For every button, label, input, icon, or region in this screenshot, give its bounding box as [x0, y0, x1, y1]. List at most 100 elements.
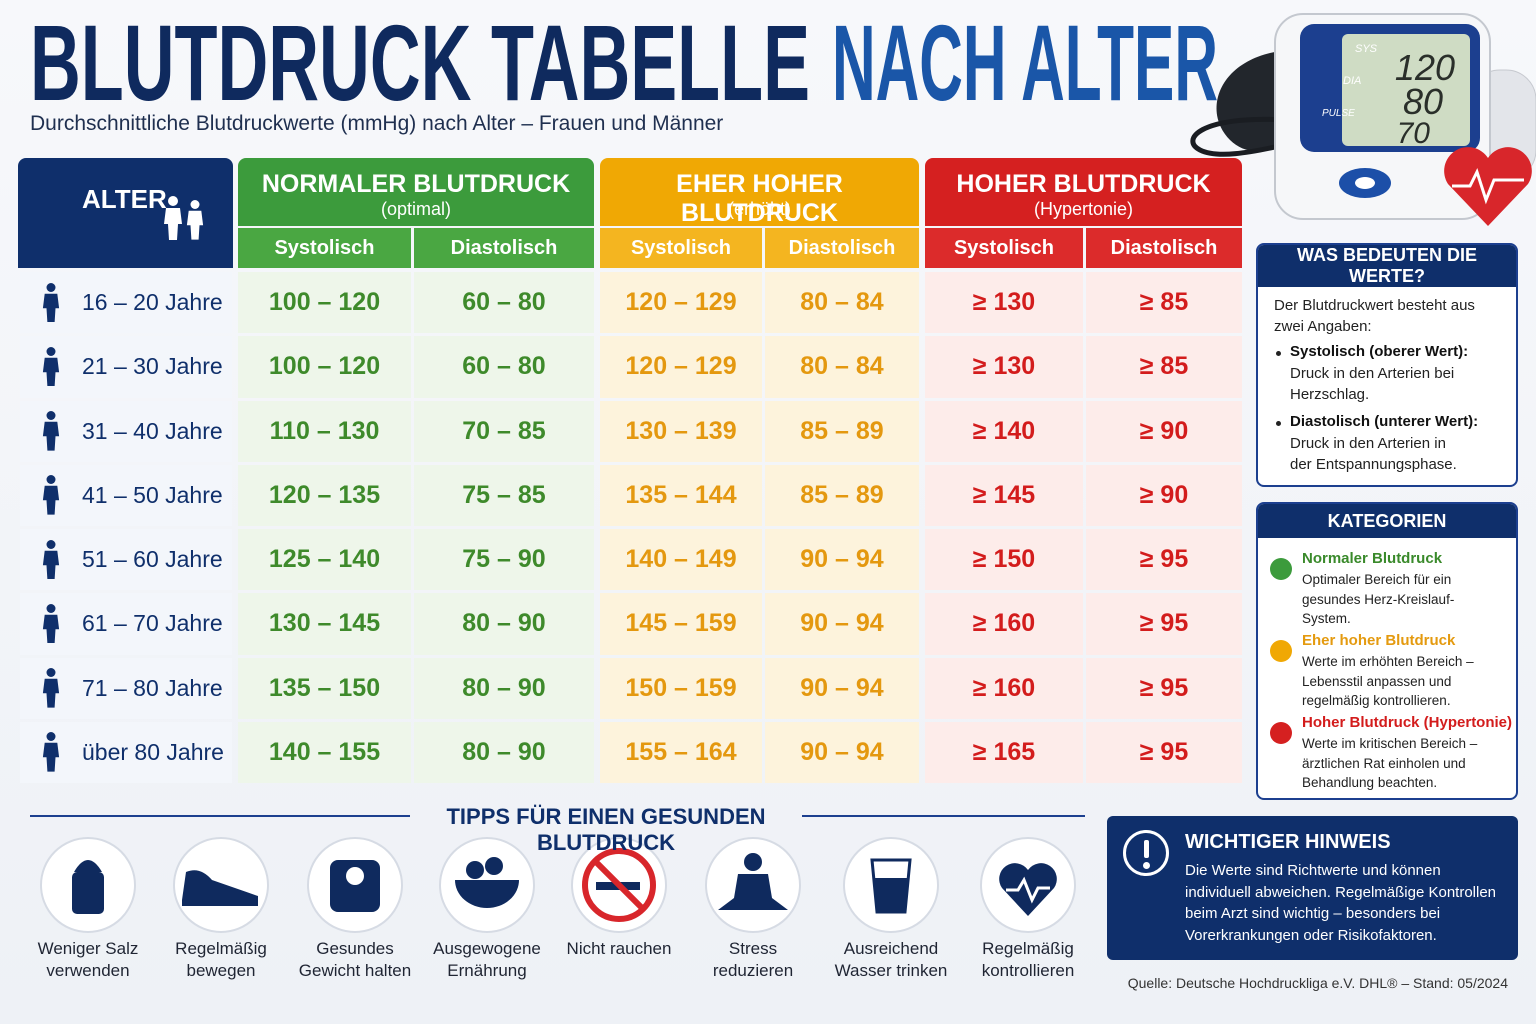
source: Quelle: Deutsche Hochdruckliga e.V. DHL®…	[1127, 975, 1508, 991]
value-cell: 155 – 164	[600, 721, 762, 783]
category-name: Hoher Blutdruck (Hypertonie)	[1302, 714, 1513, 731]
person-body	[42, 743, 60, 772]
value-cell: ≥ 85	[1086, 336, 1242, 398]
heart-pulse	[1452, 168, 1524, 205]
person-head	[46, 539, 56, 549]
category-name: Normaler Blutdruck	[1302, 550, 1443, 567]
tip-label: Gewicht halten	[298, 961, 412, 980]
value-cell: 130 – 139	[600, 400, 762, 462]
value-cell: 80 – 84	[765, 336, 919, 398]
person-head	[190, 200, 200, 209]
value-cell: 120 – 129	[600, 272, 762, 334]
age-label: 71 – 80 Jahre	[82, 674, 223, 701]
icon-no-smoking	[571, 837, 667, 933]
title: BLUTDRUCK TABELLE	[30, 2, 810, 123]
category-text: Optimaler Bereich für ein gesundes Herz-…	[1302, 572, 1455, 626]
age-header: ALTER	[18, 158, 233, 268]
tip-label: Wasser trinken	[834, 961, 948, 980]
value-cell: 70 – 85	[414, 400, 594, 462]
notice-icon-mark	[1144, 840, 1149, 858]
info-text: Druck in den Arterien in der Entspannung…	[1290, 435, 1457, 473]
value-cell: 140 – 155	[238, 721, 411, 783]
value-cell: 145 – 159	[600, 593, 762, 655]
icon-scale	[307, 837, 403, 933]
icon-bowl	[439, 837, 535, 933]
column-header: Systolisch	[600, 228, 762, 268]
info-term: Systolisch (oberer Wert):	[1290, 343, 1469, 360]
value-cell: 135 – 150	[238, 657, 411, 719]
age-cell: über 80 Jahre	[20, 721, 232, 783]
icon-heart-check	[980, 837, 1076, 933]
person-head	[46, 668, 56, 678]
notice-icon	[1123, 830, 1169, 876]
value-cell: 120 – 129	[600, 336, 762, 398]
value-cell: 75 – 85	[414, 464, 594, 526]
value-cell: ≥ 95	[1086, 529, 1242, 591]
bullet	[1276, 351, 1281, 356]
value-cell: 110 – 130	[238, 400, 411, 462]
age-cell: 71 – 80 Jahre	[20, 657, 232, 719]
notice-box: WICHTIGER HINWEIS Die Werte sind Richtwer…	[1107, 816, 1518, 960]
age-cell: 31 – 40 Jahre	[20, 400, 232, 462]
group-subtitle: (erhöht)	[727, 199, 792, 219]
age-label: 61 – 70 Jahre	[82, 610, 223, 637]
person-body	[42, 550, 60, 580]
category-dot	[1270, 722, 1292, 744]
heart	[1444, 147, 1532, 226]
notice-title: WICHTIGER HINWEIS	[1185, 831, 1391, 853]
group-title: NORMALER BLUTDRUCK	[261, 170, 571, 198]
tip-label: Weniger Salz	[37, 939, 139, 958]
person-body	[42, 678, 60, 708]
info-box: WAS BEDEUTEN DIE WERTE? Der Blutdruckwert…	[1256, 243, 1518, 487]
category-text: Werte im kritischen Bereich – ärztlichen…	[1302, 736, 1478, 790]
categories-header: KATEGORIEN	[1258, 504, 1516, 538]
person-icon	[42, 475, 60, 515]
tip-label: Ausgewogene	[433, 939, 541, 958]
tube	[1190, 116, 1286, 157]
column-header: Diastolisch	[765, 228, 919, 268]
info-text: Druck in den Arterien bei Herzschlag.	[1290, 365, 1455, 403]
category-dot	[1270, 558, 1292, 580]
value-cell: 90 – 94	[765, 593, 919, 655]
value-cell: ≥ 160	[925, 657, 1083, 719]
bullet	[1276, 421, 1281, 426]
age-label: über 80 Jahre	[82, 738, 224, 765]
icon-salt	[40, 837, 136, 933]
lcd-reading: 70	[1397, 117, 1431, 150]
person-head	[46, 346, 56, 356]
value-cell: ≥ 150	[925, 529, 1083, 591]
icon-meditation	[705, 837, 801, 933]
person-body	[186, 210, 204, 240]
value-cell: 90 – 94	[765, 721, 919, 783]
person-icon	[42, 603, 60, 644]
category-name: Eher hoher Blutdruck	[1302, 632, 1456, 649]
info-intro: Der Blutdruckwert besteht aus zwei Angab…	[1274, 297, 1475, 335]
value-cell: ≥ 160	[925, 593, 1083, 655]
group-header: NORMALER BLUTDRUCK (optimal)	[238, 158, 594, 226]
person-icon	[42, 732, 60, 772]
title-accent: NACH ALTER	[832, 2, 1218, 123]
value-cell: 90 – 94	[765, 657, 919, 719]
tip-label: Gesundes	[316, 939, 394, 958]
category-text: Werte im erhöhten Bereich – Lebensstil a…	[1302, 654, 1474, 708]
tip-label: kontrollieren	[981, 961, 1075, 980]
value-cell: 130 – 145	[238, 593, 411, 655]
person-icon	[42, 539, 60, 580]
age-header-text: ALTER	[82, 184, 167, 214]
person-head	[46, 732, 56, 742]
lcd-reading: 120	[1395, 47, 1455, 88]
value-cell: ≥ 90	[1086, 400, 1242, 462]
group-title: HOHER BLUTDRUCK	[956, 170, 1211, 198]
value-cell: 135 – 144	[600, 464, 762, 526]
person-icon	[42, 668, 60, 708]
icon-water	[843, 837, 939, 933]
person-icon	[186, 200, 204, 240]
person-head	[46, 411, 56, 421]
group-header: EHER HOHER BLUTDRUCK (erhöht)	[600, 158, 919, 227]
tip-label: reduzieren	[712, 961, 794, 980]
lcd-reading: 80	[1403, 81, 1443, 122]
value-cell: 60 – 80	[414, 272, 594, 334]
person-body	[42, 357, 60, 387]
value-cell: ≥ 130	[925, 272, 1083, 334]
